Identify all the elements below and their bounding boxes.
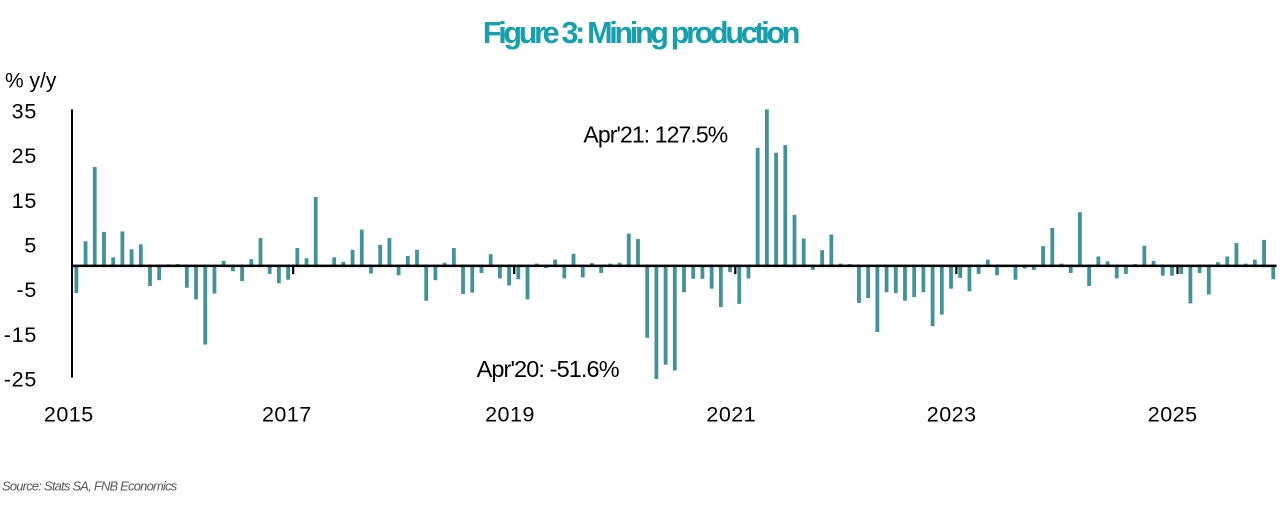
svg-text:15: 15: [12, 189, 38, 213]
svg-text:Figure 3: Mining production: Figure 3: Mining production: [483, 16, 799, 50]
svg-text:-25: -25: [4, 368, 37, 392]
svg-text:-5: -5: [16, 278, 37, 302]
svg-text:-15: -15: [4, 323, 37, 347]
svg-text:25: 25: [12, 144, 38, 168]
svg-text:35: 35: [12, 99, 38, 123]
svg-text:2017: 2017: [262, 402, 312, 426]
svg-text:Apr'20: -51.6%: Apr'20: -51.6%: [477, 356, 620, 382]
svg-text:% y/y: % y/y: [5, 69, 57, 92]
svg-text:5: 5: [24, 233, 37, 257]
svg-text:2025: 2025: [1148, 402, 1198, 426]
svg-text:2019: 2019: [485, 402, 535, 426]
svg-text:2021: 2021: [706, 402, 756, 426]
svg-text:Source: Stats SA, FNB Economic: Source: Stats SA, FNB Economics: [2, 479, 178, 494]
svg-text:2023: 2023: [927, 402, 977, 426]
svg-text:Apr'21: 127.5%: Apr'21: 127.5%: [583, 122, 727, 148]
svg-text:2015: 2015: [44, 402, 94, 426]
